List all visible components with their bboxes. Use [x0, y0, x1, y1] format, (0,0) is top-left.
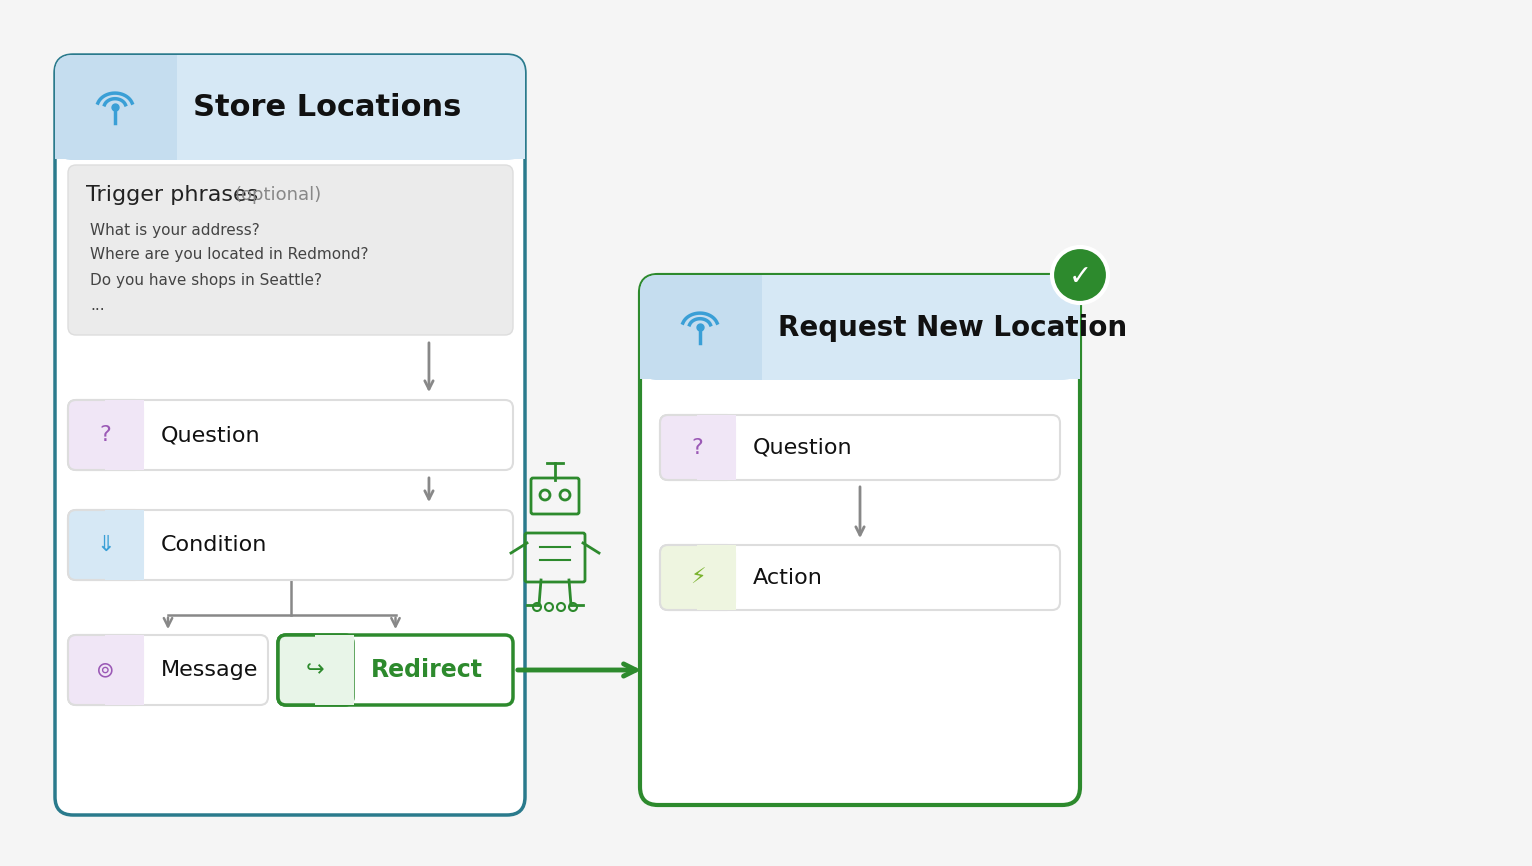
Text: ⚡: ⚡ — [689, 567, 705, 587]
Circle shape — [1052, 247, 1108, 303]
FancyBboxPatch shape — [67, 510, 142, 580]
Bar — [106, 510, 144, 580]
FancyBboxPatch shape — [660, 545, 1060, 610]
FancyBboxPatch shape — [67, 635, 142, 705]
Bar — [106, 400, 144, 470]
FancyBboxPatch shape — [55, 55, 525, 815]
FancyBboxPatch shape — [55, 55, 175, 160]
Text: (optional): (optional) — [234, 186, 322, 204]
FancyBboxPatch shape — [67, 165, 513, 335]
FancyBboxPatch shape — [55, 55, 525, 160]
Text: Action: Action — [754, 567, 823, 587]
Bar — [316, 635, 354, 705]
FancyBboxPatch shape — [67, 400, 513, 470]
Bar — [106, 635, 144, 705]
Text: Redirect: Redirect — [371, 658, 483, 682]
Text: Where are you located in Redmond?: Where are you located in Redmond? — [90, 248, 369, 262]
Text: ?: ? — [691, 437, 703, 457]
Bar — [115, 55, 178, 160]
FancyBboxPatch shape — [660, 415, 735, 480]
Text: Store Locations: Store Locations — [193, 93, 461, 122]
Text: Request New Location: Request New Location — [778, 313, 1128, 341]
FancyBboxPatch shape — [67, 635, 268, 705]
Text: Do you have shops in Seattle?: Do you have shops in Seattle? — [90, 273, 322, 288]
Bar — [697, 415, 735, 480]
Text: Question: Question — [754, 437, 853, 457]
Text: Message: Message — [161, 660, 259, 680]
FancyBboxPatch shape — [660, 415, 1060, 480]
Bar — [55, 107, 175, 159]
FancyBboxPatch shape — [640, 275, 760, 380]
FancyBboxPatch shape — [67, 400, 142, 470]
Text: Trigger phrases: Trigger phrases — [86, 185, 259, 205]
Text: ⇓: ⇓ — [97, 535, 115, 555]
Bar — [697, 545, 735, 610]
FancyBboxPatch shape — [660, 545, 735, 610]
FancyBboxPatch shape — [640, 275, 1080, 380]
Bar — [640, 327, 760, 379]
Bar — [640, 327, 1080, 379]
Text: ?: ? — [100, 425, 112, 445]
Text: What is your address?: What is your address? — [90, 223, 260, 237]
Text: Question: Question — [161, 425, 260, 445]
Bar — [55, 107, 525, 159]
Text: ⊚: ⊚ — [97, 660, 115, 680]
FancyBboxPatch shape — [640, 275, 1080, 805]
Text: Condition: Condition — [161, 535, 268, 555]
Bar — [700, 275, 761, 380]
Text: ...: ... — [90, 298, 104, 313]
FancyBboxPatch shape — [67, 510, 513, 580]
FancyBboxPatch shape — [277, 635, 352, 705]
FancyBboxPatch shape — [277, 635, 513, 705]
Text: ↪: ↪ — [306, 660, 325, 680]
Text: ✓: ✓ — [1068, 263, 1092, 291]
